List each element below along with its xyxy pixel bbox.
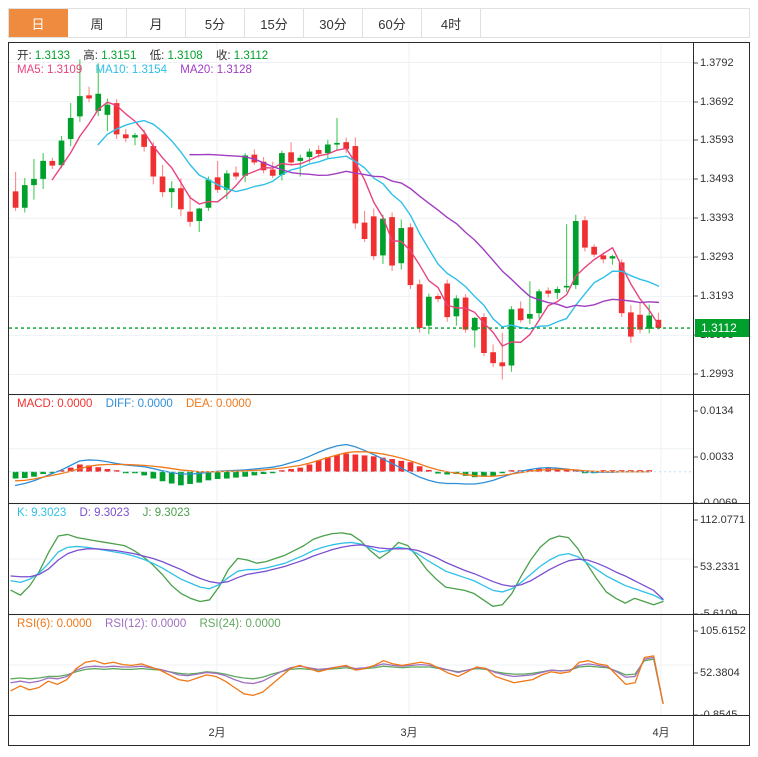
axis-tick (694, 101, 698, 103)
axis-label: 1.3593 (700, 134, 734, 147)
tab-15min[interactable]: 15分 (245, 9, 304, 37)
axis-label: 1.3692 (700, 95, 734, 108)
axis-tick (694, 295, 698, 297)
axis-tick (694, 566, 698, 568)
tabbar-filler (481, 9, 749, 37)
tab-5min[interactable]: 5分 (186, 9, 245, 37)
price-axis: 1.3792 1.3692 1.3593 1.3493 1.3393 1.3293 1.31… (693, 43, 749, 394)
axis-label: 1.3493 (700, 173, 734, 186)
tab-month[interactable]: 月 (127, 9, 186, 37)
time-axis: 2月 3月 4月 (9, 716, 749, 745)
tab-day[interactable]: 日 (9, 9, 68, 37)
tab-4hour-label: 4时 (440, 16, 462, 32)
axis-tick (694, 373, 698, 375)
axis-tick (694, 178, 698, 180)
axis-label: 1.2993 (700, 368, 734, 381)
axis-label: 52.3804 (700, 666, 740, 679)
tab-30min-label: 30分 (319, 16, 347, 32)
axis-label: 1.3193 (700, 290, 734, 303)
ma-legend: MA5: 1.3109 MA10: 1.3154 MA20: 1.3128 (17, 64, 262, 76)
tab-15min-label: 15分 (260, 16, 288, 32)
panel-separator-4 (9, 715, 749, 716)
axis-tick (694, 217, 698, 219)
tab-5min-label: 5分 (204, 16, 226, 32)
macd-plot-area[interactable] (9, 395, 693, 503)
chart-frame: 1.3792 1.3692 1.3593 1.3493 1.3393 1.3293 1.31… (8, 42, 750, 746)
tab-60min-label: 60分 (378, 16, 406, 32)
time-axis-label: 3月 (400, 727, 418, 739)
kdj-plot-area[interactable] (9, 504, 693, 614)
time-axis-label: 4月 (652, 727, 670, 739)
axis-label: 112.0771 (700, 514, 746, 526)
axis-label: 1.3792 (700, 56, 734, 69)
axis-tick (694, 410, 698, 412)
axis-label: 0.0134 (700, 405, 734, 417)
ma5-legend: MA5: 1.3109 (17, 64, 83, 76)
axis-tick (694, 62, 698, 64)
ma10-legend: MA10: 1.3154 (95, 64, 168, 76)
axis-tick (694, 139, 698, 141)
ma20-legend: MA20: 1.3128 (180, 64, 252, 76)
axis-tick (694, 519, 698, 521)
axis-label: 105.6152 (700, 625, 746, 637)
axis-label: 53.2331 (700, 561, 740, 573)
tab-4hour[interactable]: 4时 (422, 9, 481, 37)
price-plot-area[interactable] (9, 43, 693, 394)
tab-month-label: 月 (149, 16, 163, 32)
tab-week[interactable]: 周 (68, 9, 127, 37)
tab-week-label: 周 (90, 16, 104, 32)
time-axis-label: 2月 (208, 727, 226, 739)
axis-label: 1.3293 (700, 251, 734, 264)
tab-30min[interactable]: 30分 (304, 9, 363, 37)
axis-tick (694, 672, 698, 674)
axis-label: 1.3393 (700, 212, 734, 225)
axis-label: 0.0033 (700, 450, 734, 463)
tab-day-label: 日 (31, 16, 45, 32)
price-panel: 1.3792 1.3692 1.3593 1.3493 1.3393 1.3293 1.31… (9, 43, 749, 394)
axis-tick (694, 256, 698, 258)
axis-tick (694, 456, 698, 458)
timeframe-tabbar: 日 周 月 5分 15分 30分 60分 4时 (8, 8, 750, 38)
tab-60min[interactable]: 60分 (363, 9, 422, 37)
current-price-badge: 1.3112 (695, 319, 749, 338)
rsi-plot-area[interactable] (9, 615, 693, 715)
time-axis-divider (693, 716, 694, 745)
axis-tick (694, 630, 698, 632)
